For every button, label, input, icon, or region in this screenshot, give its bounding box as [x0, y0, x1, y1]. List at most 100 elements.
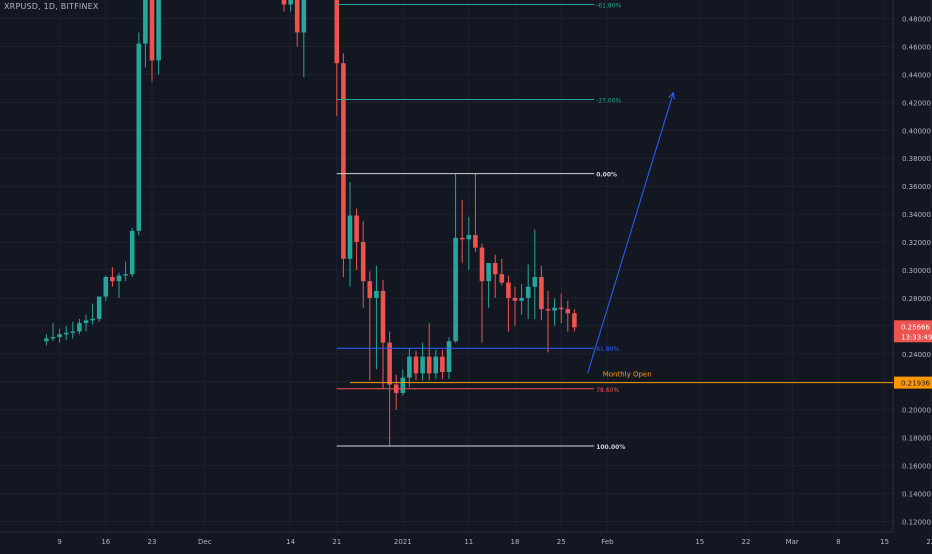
- candle-body[interactable]: [506, 282, 511, 298]
- candle-body[interactable]: [453, 237, 458, 342]
- candle-body[interactable]: [459, 237, 465, 240]
- fib-level-label: 78.60%: [596, 387, 619, 394]
- candle-body[interactable]: [281, 0, 287, 5]
- countdown-text: 13:33:49: [901, 333, 932, 341]
- candle-body[interactable]: [539, 276, 544, 310]
- y-axis-tick-label: 0.24000: [902, 351, 931, 359]
- x-axis-tick-label: 25: [557, 538, 566, 546]
- candle-body[interactable]: [123, 274, 128, 276]
- x-axis-tick-label: 21: [332, 538, 341, 546]
- candle-body[interactable]: [486, 263, 491, 282]
- current-price-text: 0.25666: [901, 323, 930, 331]
- candle-body[interactable]: [136, 43, 142, 231]
- candle-body[interactable]: [90, 318, 95, 321]
- candle-body[interactable]: [433, 356, 439, 374]
- y-axis-tick-label: 0.18000: [902, 435, 931, 443]
- x-axis-tick-label: 22: [742, 538, 751, 546]
- candle-body[interactable]: [57, 334, 62, 338]
- candle-body[interactable]: [420, 356, 425, 374]
- candle-body[interactable]: [558, 307, 564, 310]
- candle-body[interactable]: [360, 242, 366, 282]
- candle-body[interactable]: [440, 356, 445, 372]
- candle-body[interactable]: [499, 274, 505, 283]
- y-axis-tick-label: 0.16000: [902, 463, 931, 471]
- candle-body[interactable]: [473, 235, 478, 248]
- candle-body[interactable]: [110, 276, 115, 282]
- candle-body[interactable]: [387, 342, 392, 385]
- candle-body[interactable]: [532, 276, 538, 287]
- current-price-tag[interactable]: [894, 320, 932, 343]
- x-axis-tick-label: 9: [57, 538, 61, 546]
- candle-body[interactable]: [466, 235, 472, 240]
- x-axis-tick-label: Feb: [601, 538, 614, 546]
- candle-body[interactable]: [407, 356, 412, 378]
- projection-arrow-line[interactable]: [587, 92, 674, 374]
- candle-body[interactable]: [341, 63, 346, 259]
- y-axis-tick-label: 0.46000: [902, 43, 931, 51]
- candle-body[interactable]: [63, 332, 69, 335]
- y-axis-tick-label: 0.36000: [902, 183, 931, 191]
- candle-body[interactable]: [50, 337, 56, 339]
- candle-body[interactable]: [301, 0, 307, 33]
- x-axis-tick-label: 8: [836, 538, 840, 546]
- candle-body[interactable]: [77, 323, 82, 332]
- candle-body[interactable]: [44, 338, 49, 342]
- candle-body[interactable]: [492, 263, 498, 275]
- fib-level-label: 0.00%: [596, 172, 617, 179]
- candle-body[interactable]: [70, 331, 76, 333]
- y-axis-tick-label: 0.40000: [902, 127, 931, 135]
- fib-level-label: -61.80%: [596, 3, 621, 10]
- candle-body[interactable]: [552, 307, 557, 311]
- x-axis-tick-label: 11: [464, 538, 473, 546]
- y-axis-tick-label: 0.34000: [902, 211, 931, 219]
- candle-body[interactable]: [347, 215, 353, 259]
- candle-body[interactable]: [380, 290, 386, 343]
- candle-body[interactable]: [294, 0, 300, 33]
- x-axis-tick-label: 16: [101, 538, 110, 546]
- y-axis-tick-label: 0.14000: [902, 491, 931, 499]
- candle-body[interactable]: [83, 320, 89, 324]
- symbol-label: XRPUSD, 1D, BITFINEX: [4, 2, 99, 11]
- candle-body[interactable]: [572, 313, 577, 328]
- candle-body[interactable]: [116, 275, 122, 282]
- y-axis-tick-label: 0.30000: [902, 267, 931, 275]
- candle-body[interactable]: [413, 356, 419, 374]
- y-axis-tick-label: 0.12000: [902, 519, 931, 527]
- x-axis-tick-label: 15: [695, 538, 704, 546]
- x-axis-tick-label: Mar: [786, 538, 799, 546]
- candle-body[interactable]: [367, 281, 373, 298]
- candle-body[interactable]: [479, 247, 485, 282]
- candle-body[interactable]: [149, 0, 155, 61]
- candle-body[interactable]: [512, 297, 518, 301]
- x-axis-tick-label: 22: [926, 538, 932, 546]
- monthly-open-price-tag[interactable]: [894, 376, 932, 389]
- candle-body[interactable]: [354, 215, 359, 243]
- candle-body[interactable]: [426, 356, 432, 374]
- candle-body[interactable]: [565, 309, 571, 314]
- y-axis-tick-label: 0.42000: [902, 99, 931, 107]
- candle-body[interactable]: [545, 309, 551, 311]
- x-axis-tick-label: 23: [148, 538, 157, 546]
- projection-arrowhead-icon: [668, 91, 675, 100]
- y-axis-tick-label: 0.28000: [902, 295, 931, 303]
- candle-body[interactable]: [288, 0, 293, 5]
- candle-body[interactable]: [143, 0, 148, 44]
- candle-body[interactable]: [334, 0, 340, 64]
- candle-body[interactable]: [374, 290, 379, 298]
- x-axis-tick-label: Dec: [198, 538, 212, 546]
- y-axis-tick-label: 0.48000: [902, 16, 931, 24]
- candle-body[interactable]: [519, 297, 524, 301]
- candle-body[interactable]: [96, 296, 102, 319]
- candle-body[interactable]: [129, 230, 135, 275]
- candle-body[interactable]: [446, 341, 452, 372]
- x-axis-tick-label: 2021: [394, 538, 412, 546]
- fib-level-label: -27.00%: [596, 98, 621, 105]
- candle-body[interactable]: [103, 276, 109, 297]
- candle-body[interactable]: [525, 286, 531, 298]
- candle-body[interactable]: [400, 377, 406, 393]
- y-axis-tick-label: 0.20000: [902, 407, 931, 415]
- y-axis-tick-label: 0.38000: [902, 155, 931, 163]
- candle-body[interactable]: [156, 0, 161, 61]
